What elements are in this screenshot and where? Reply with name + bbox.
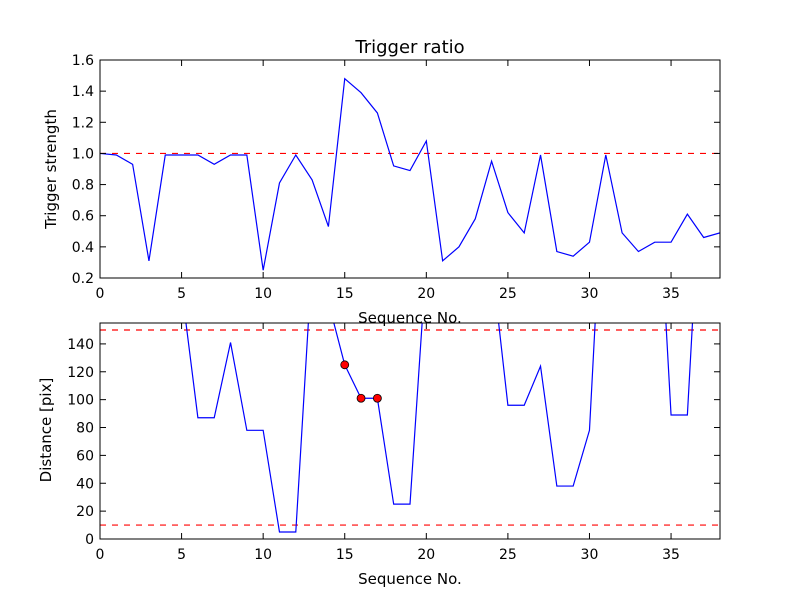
y-axis-label: Trigger strength (42, 109, 60, 230)
y-tick-label: 1.2 (72, 115, 94, 131)
x-tick-label: 10 (254, 547, 272, 563)
x-tick-label: 25 (499, 286, 517, 302)
x-tick-label: 5 (177, 286, 186, 302)
plot-frame (99, 322, 721, 540)
chart-title: Trigger ratio (354, 37, 464, 58)
x-tick-label: 15 (336, 547, 354, 563)
y-tick-label: 1.6 (72, 53, 94, 69)
x-axis-label: Sequence No. (358, 309, 462, 327)
x-tick-label: 15 (336, 286, 354, 302)
y-tick-label: 1.4 (72, 84, 94, 100)
y-tick-label: 0.8 (72, 178, 94, 194)
data-point-marker (372, 393, 382, 403)
series-line (100, 77, 720, 271)
trigger-ratio-chart: 0 5 10 15 20 25 30 35 0.20.40.60.81.01.21.41.6 … (42, 53, 721, 327)
y-axis-label: Distance [pix] (37, 378, 55, 483)
y-tick-label: 100 (67, 393, 94, 409)
y-tick-label: 0.6 (72, 209, 94, 225)
x-tick-label: 25 (499, 547, 517, 563)
plot-frame (99, 59, 721, 279)
data-point-marker (356, 393, 366, 403)
x-tick-label: 20 (417, 286, 435, 302)
y-tick-label: 1.0 (72, 146, 94, 162)
y-tick-label: 60 (76, 448, 94, 464)
y-tick-label: 20 (76, 504, 94, 520)
y-tick-label: 0.4 (72, 240, 94, 256)
x-tick-label: 35 (662, 286, 680, 302)
x-tick-label: 5 (177, 547, 186, 563)
y-tick-label: 0.2 (72, 271, 94, 287)
x-tick-label: 30 (581, 286, 599, 302)
y-tick-label: 120 (67, 365, 94, 381)
data-point-marker (340, 360, 350, 370)
x-tick-label: 10 (254, 286, 272, 302)
x-tick-label: 0 (96, 547, 105, 563)
x-tick-label: 35 (662, 547, 680, 563)
y-tick-label: 80 (76, 421, 94, 437)
y-tick-label: 0 (85, 532, 94, 548)
x-tick-label: 30 (581, 547, 599, 563)
x-tick-label: 0 (96, 286, 105, 302)
x-tick-label: 20 (417, 547, 435, 563)
y-tick-label: 40 (76, 476, 94, 492)
y-tick-label: 140 (67, 337, 94, 353)
x-axis-label: Sequence No. (358, 570, 462, 588)
series-line (185, 323, 694, 533)
distance-chart: 0 5 10 15 20 25 30 35 0 20 40 60 80 100 120 140 Sequen… (37, 322, 721, 588)
